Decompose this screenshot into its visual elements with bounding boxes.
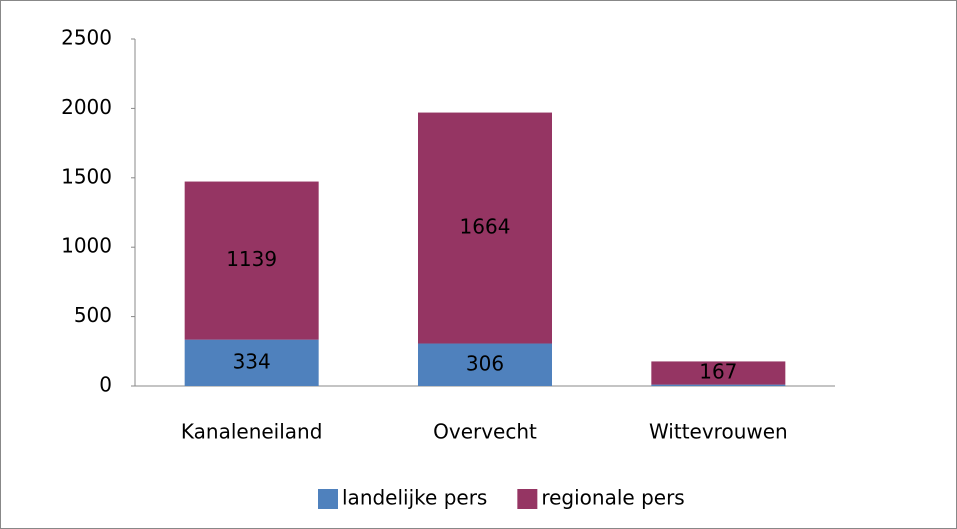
data-label: 1139	[226, 247, 277, 271]
legend-swatch	[517, 489, 538, 509]
legend-label: regionale pers	[541, 486, 684, 510]
data-label: 334	[233, 349, 271, 373]
legend-swatch	[318, 489, 338, 509]
data-label: 167	[699, 360, 737, 384]
bar	[184, 181, 319, 340]
x-tick-label: Kanaleneiland	[181, 420, 323, 444]
x-tick-label: Overvecht	[433, 420, 537, 444]
y-tick-label: 0	[99, 373, 112, 397]
y-tick-label: 2000	[61, 95, 112, 119]
y-tick-label: 2500	[61, 26, 112, 50]
bar	[651, 384, 786, 386]
y-tick-label: 1000	[61, 234, 112, 258]
y-tick-label: 500	[74, 303, 112, 327]
x-tick-label: Wittevrouwen	[649, 420, 788, 444]
legend-label: landelijke pers	[342, 486, 487, 510]
bar	[651, 361, 786, 385]
bar	[184, 339, 319, 386]
bar	[418, 343, 552, 386]
data-label: 306	[466, 351, 504, 375]
data-label: 1664	[460, 215, 511, 239]
bar	[418, 112, 552, 344]
y-tick-label: 1500	[61, 164, 112, 188]
